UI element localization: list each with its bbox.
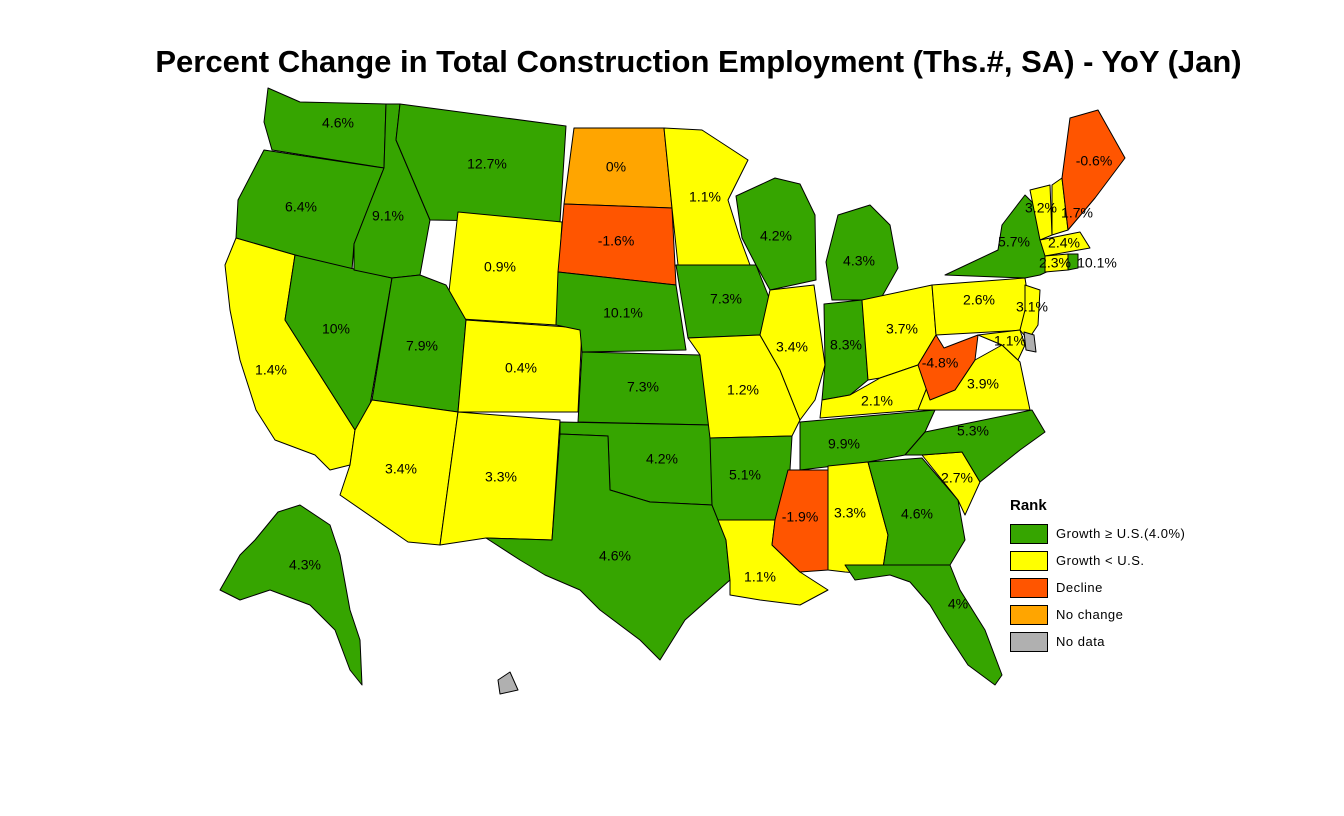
state-co [457,319,583,413]
state-label-al: 3.3% [834,505,866,521]
state-label-mo: 1.2% [727,382,759,398]
state-ri [1067,253,1079,271]
legend-label: No data [1056,634,1106,649]
legend: Rank Growth ≥ U.S.(4.0%) Growth < U.S. D… [1010,497,1185,655]
state-label-va: 3.9% [967,376,999,392]
state-label-ks: 7.3% [627,379,659,395]
state-il [759,284,826,421]
state-de [1023,331,1037,353]
state-label-nv: 10% [322,321,350,337]
state-nc [904,409,1046,483]
legend-swatch [1010,550,1048,571]
state-label-ny: 5.7% [998,234,1030,250]
state-label-mn: 1.1% [689,189,721,205]
legend-item-growth-below: Growth < U.S. [1010,547,1185,574]
state-label-md: 1.1% [994,333,1026,349]
state-label-nd: 0% [606,159,626,175]
state-label-ia: 7.3% [710,291,742,307]
state-label-wa: 4.6% [322,115,354,131]
state-label-pa: 2.6% [963,292,995,308]
state-label-vt: 3.2% [1025,200,1057,216]
state-tx [485,433,731,661]
state-label-ok: 4.2% [646,451,678,467]
legend-item-no-change: No change [1010,601,1185,628]
state-label-il: 3.4% [776,339,808,355]
legend-swatch [1010,523,1048,544]
state-label-ri: 10.1% [1077,255,1117,271]
state-label-az: 3.4% [385,461,417,477]
map-title: Percent Change in Total Construction Emp… [155,44,1242,79]
state-label-mi: 4.3% [843,253,875,269]
state-label-nh: 1.7% [1061,205,1093,221]
state-label-ma: 2.4% [1048,235,1080,251]
state-label-me: -0.6% [1076,153,1113,169]
legend-label: Decline [1056,580,1103,595]
state-hi [497,671,519,695]
state-label-tx: 4.6% [599,548,631,564]
state-label-ga: 4.6% [901,506,933,522]
state-label-nc: 5.3% [957,423,989,439]
legend-swatch [1010,577,1048,598]
state-me [1061,109,1126,231]
state-label-fl: 4% [948,596,968,612]
state-label-ky: 2.1% [861,393,893,409]
state-label-ct: 2.3% [1039,255,1071,271]
state-label-ca: 1.4% [255,362,287,378]
state-label-la: 1.1% [744,569,776,585]
state-label-sd: -1.6% [598,233,635,249]
state-label-oh: 3.7% [886,321,918,337]
legend-label: Growth < U.S. [1056,553,1145,568]
state-label-co: 0.4% [505,360,537,376]
state-label-in: 8.3% [830,337,862,353]
state-label-nj: 3.1% [1016,299,1048,315]
state-label-ms: -1.9% [782,509,819,525]
state-label-mt: 12.7% [467,156,507,172]
state-label-ar: 5.1% [729,467,761,483]
state-fl [844,564,1003,686]
state-mn [663,127,751,266]
state-label-ut: 7.9% [406,338,438,354]
legend-label: No change [1056,607,1124,622]
state-md [977,329,1026,361]
state-wv [917,334,979,401]
state-mi [825,204,899,301]
state-ak [219,504,363,686]
legend-title: Rank [1010,497,1047,514]
state-label-sc: 2.7% [941,470,973,486]
legend-item-growth-above: Growth ≥ U.S.(4.0%) [1010,520,1185,547]
state-ma [1039,231,1091,257]
state-wi [735,177,817,291]
state-label-or: 6.4% [285,199,317,215]
legend-item-no-data: No data [1010,628,1185,655]
legend-item-decline: Decline [1010,574,1185,601]
legend-swatch [1010,604,1048,625]
state-label-wv: -4.8% [922,355,959,371]
state-label-ne: 10.1% [603,305,643,321]
state-label-tn: 9.9% [828,436,860,452]
state-label-ak: 4.3% [289,557,321,573]
legend-swatch [1010,631,1048,652]
legend-label: Growth ≥ U.S.(4.0%) [1056,526,1186,541]
state-label-wy: 0.9% [484,259,516,275]
state-label-nm: 3.3% [485,469,517,485]
state-label-wi: 4.2% [760,228,792,244]
state-label-id: 9.1% [372,208,404,224]
